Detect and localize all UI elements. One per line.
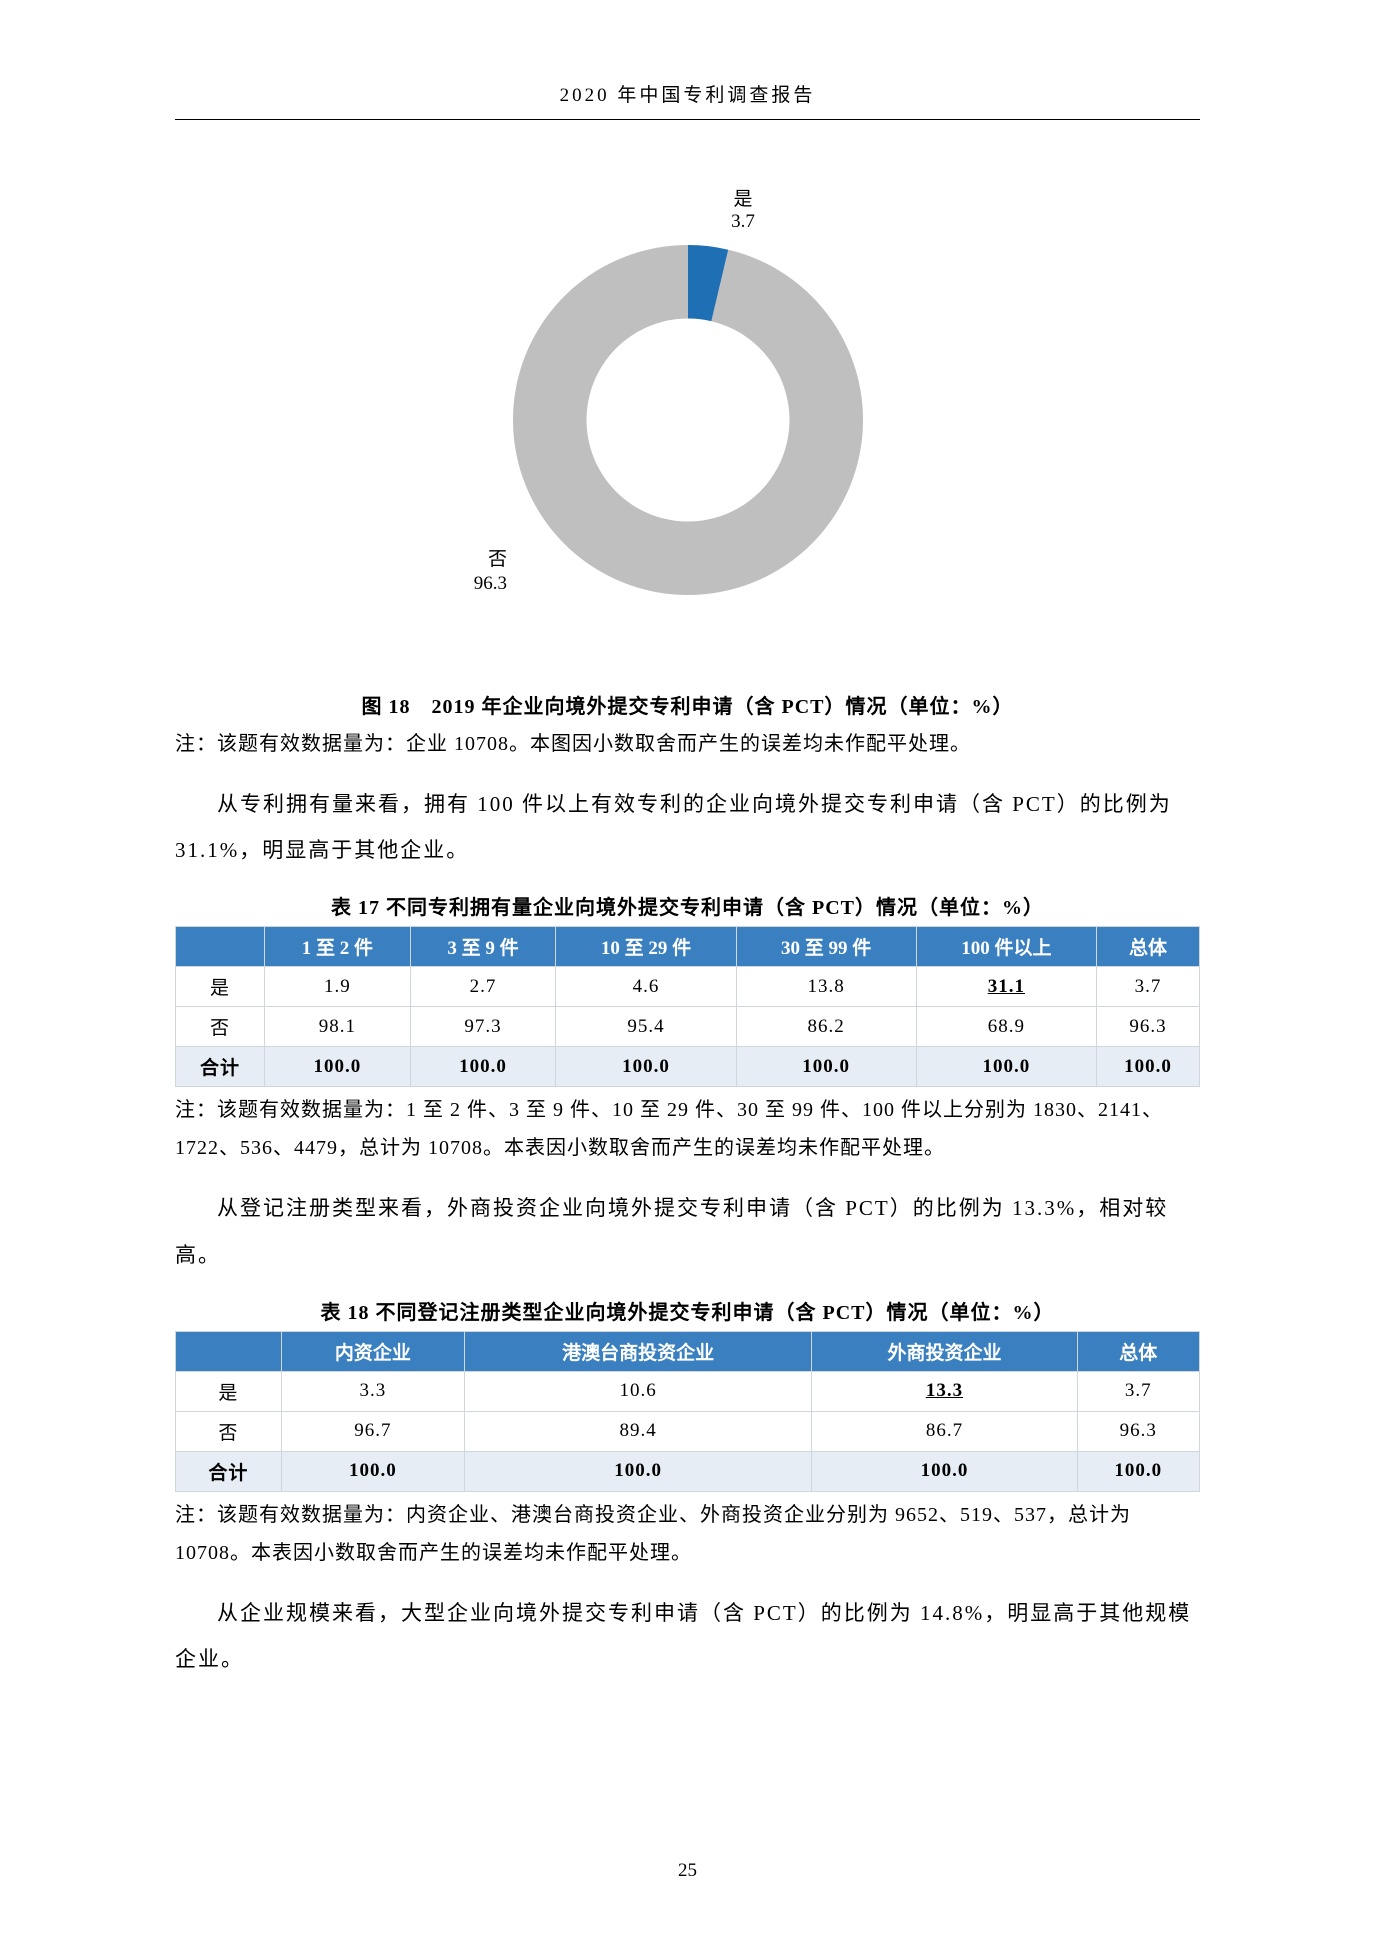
table-cell: 1.9	[264, 967, 410, 1007]
paragraph-2: 从登记注册类型来看，外商投资企业向境外提交专利申请（含 PCT）的比例为 13.…	[175, 1185, 1200, 1277]
table-cell: 89.4	[465, 1411, 812, 1451]
donut-chart: 是3.7 否 96.3	[428, 160, 948, 660]
table-cell: 68.9	[916, 1007, 1096, 1047]
table-18: 内资企业港澳台商投资企业外商投资企业总体是3.310.613.33.7 否96.7…	[175, 1331, 1200, 1492]
table-row-label: 否	[176, 1411, 282, 1451]
table-cell: 95.4	[556, 1007, 736, 1047]
page-header: 2020 年中国专利调查报告	[175, 80, 1200, 120]
figure-18-note: 注：该题有效数据量为：企业 10708。本图因小数取舍而产生的误差均未作配平处理…	[175, 725, 1200, 763]
table-header-cell: 总体	[1077, 1331, 1199, 1371]
table-cell: 86.7	[812, 1411, 1077, 1451]
table-cell: 3.7	[1077, 1371, 1199, 1411]
donut-chart-container: 是3.7 否 96.3	[175, 160, 1200, 660]
table-cell: 100.0	[916, 1047, 1096, 1087]
table-cell: 100.0	[465, 1451, 812, 1491]
table-cell: 100.0	[281, 1451, 464, 1491]
table-17: 1 至 2 件3 至 9 件10 至 29 件30 至 99 件100 件以上总…	[175, 926, 1200, 1087]
table-header-cell: 总体	[1096, 927, 1199, 967]
figure-18-caption: 图 18 2019 年企业向境外提交专利申请（含 PCT）情况（单位：%）	[175, 690, 1200, 719]
table-cell: 96.3	[1096, 1007, 1199, 1047]
table-header-cell: 100 件以上	[916, 927, 1096, 967]
table-cell: 10.6	[465, 1371, 812, 1411]
table-header-cell: 港澳台商投资企业	[465, 1331, 812, 1371]
table-header-cell: 30 至 99 件	[736, 927, 916, 967]
table-cell: 97.3	[410, 1007, 556, 1047]
table-header-cell: 3 至 9 件	[410, 927, 556, 967]
table-header-cell: 1 至 2 件	[264, 927, 410, 967]
table-header-cell	[176, 1331, 282, 1371]
table-header-cell	[176, 927, 265, 967]
table-cell: 100.0	[410, 1047, 556, 1087]
table-cell: 100.0	[812, 1451, 1077, 1491]
table-cell: 3.7	[1096, 967, 1199, 1007]
table-cell: 3.3	[281, 1371, 464, 1411]
table-row-label: 否	[176, 1007, 265, 1047]
table-17-note: 注：该题有效数据量为：1 至 2 件、3 至 9 件、10 至 29 件、30 …	[175, 1091, 1200, 1167]
table-cell: 13.3	[812, 1371, 1077, 1411]
svg-text:3.7: 3.7	[731, 211, 755, 232]
paragraph-3: 从企业规模来看，大型企业向境外提交专利申请（含 PCT）的比例为 14.8%，明…	[175, 1590, 1200, 1682]
table-18-note: 注：该题有效数据量为：内资企业、港澳台商投资企业、外商投资企业分别为 9652、…	[175, 1496, 1200, 1572]
table-row-label: 是	[176, 1371, 282, 1411]
table-header-cell: 外商投资企业	[812, 1331, 1077, 1371]
table-cell: 100.0	[264, 1047, 410, 1087]
table-cell: 2.7	[410, 967, 556, 1007]
svg-text:96.3: 96.3	[473, 573, 506, 594]
table-cell: 13.8	[736, 967, 916, 1007]
table-row-label: 合计	[176, 1047, 265, 1087]
table-cell: 100.0	[1096, 1047, 1199, 1087]
svg-text:是: 是	[733, 189, 752, 210]
table-cell: 96.7	[281, 1411, 464, 1451]
table-row-label: 是	[176, 967, 265, 1007]
page-number: 25	[0, 1860, 1375, 1882]
table-cell: 96.3	[1077, 1411, 1199, 1451]
table-row-label: 合计	[176, 1451, 282, 1491]
table-header-cell: 10 至 29 件	[556, 927, 736, 967]
table-cell: 100.0	[556, 1047, 736, 1087]
table-cell: 31.1	[916, 967, 1096, 1007]
table-cell: 4.6	[556, 967, 736, 1007]
table-cell: 98.1	[264, 1007, 410, 1047]
table-17-caption: 表 17 不同专利拥有量企业向境外提交专利申请（含 PCT）情况（单位：%）	[175, 891, 1200, 920]
paragraph-1: 从专利拥有量来看，拥有 100 件以上有效专利的企业向境外提交专利申请（含 PC…	[175, 781, 1200, 873]
svg-text:否: 否	[487, 549, 506, 570]
table-cell: 86.2	[736, 1007, 916, 1047]
table-header-cell: 内资企业	[281, 1331, 464, 1371]
table-cell: 100.0	[736, 1047, 916, 1087]
table-18-caption: 表 18 不同登记注册类型企业向境外提交专利申请（含 PCT）情况（单位：%）	[175, 1296, 1200, 1325]
table-cell: 100.0	[1077, 1451, 1199, 1491]
